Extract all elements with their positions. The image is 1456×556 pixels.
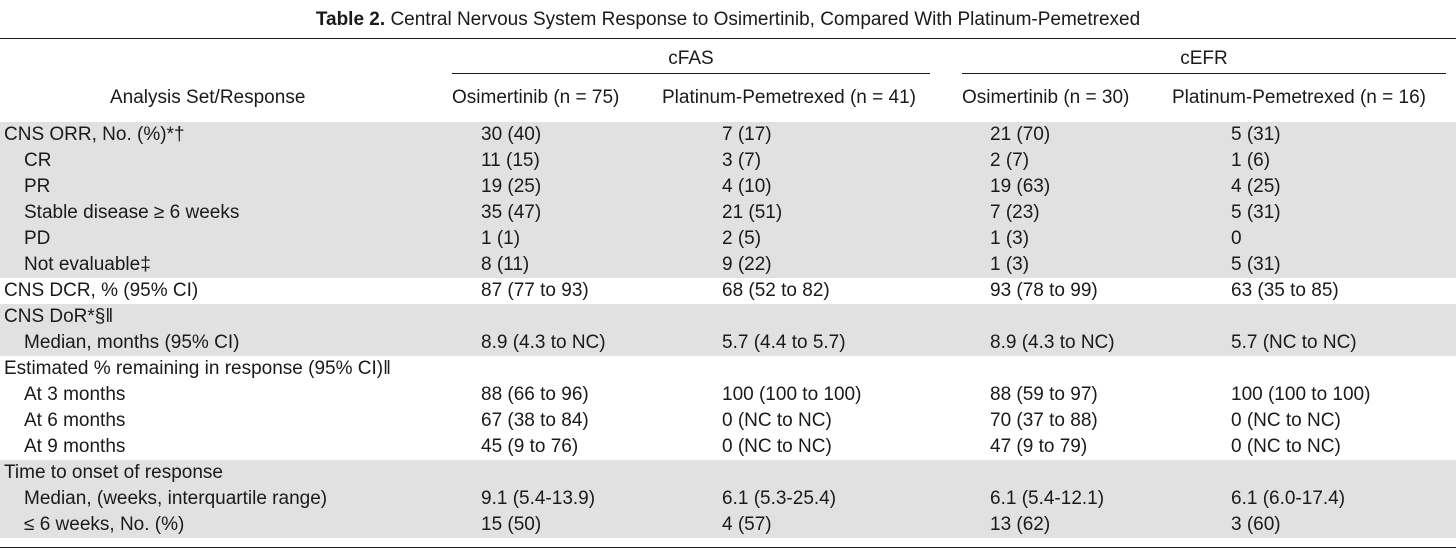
table-cell: 1 (6): [1231, 150, 1271, 171]
table-row: Median, (weeks, interquartile range) 9.1 …: [0, 486, 1456, 512]
row-label: CNS ORR, No. (%)*†: [4, 124, 185, 145]
table-row: At 6 months 67 (38 to 84) 0 (NC to NC) 70 (…: [0, 408, 1456, 434]
table-row: At 9 months 45 (9 to 76) 0 (NC to NC) 47 (9…: [0, 434, 1456, 460]
table-cell: 1 (3): [990, 254, 1030, 275]
table-cell: 0: [1231, 228, 1242, 249]
table-row: CNS DoR*§‖: [0, 304, 1456, 330]
table-cell: 2 (7): [990, 150, 1030, 171]
table-cell: 35 (47): [481, 202, 542, 223]
column-header-osimertinib-cfas: Osimertinib (n = 75): [452, 87, 620, 108]
table-cell: 8.9 (4.3 to NC): [990, 332, 1115, 353]
table-cell: 5.7 (NC to NC): [1231, 332, 1357, 353]
table-cell: 63 (35 to 85): [1231, 280, 1339, 301]
table-cell: 8.9 (4.3 to NC): [481, 332, 606, 353]
table-row: Median, months (95% CI) 8.9 (4.3 to NC) 5.…: [0, 330, 1456, 356]
table-cell: 7 (23): [990, 202, 1040, 223]
table-cell: 100 (100 to 100): [1231, 384, 1371, 405]
table-cell: 3 (7): [722, 150, 762, 171]
table-cell: 15 (50): [481, 514, 542, 535]
table-row: At 3 months 88 (66 to 96) 100 (100 to 100)…: [0, 382, 1456, 408]
table-cell: 100 (100 to 100): [722, 384, 862, 405]
group-header-cefr: cEFR: [1180, 48, 1228, 69]
table-cell: 4 (25): [1231, 176, 1281, 197]
table-cell: 4 (57): [722, 514, 772, 535]
table-row: PD 1 (1) 2 (5) 1 (3) 0: [0, 226, 1456, 252]
bottom-rule: [0, 547, 1456, 548]
table-cell: 5 (31): [1231, 202, 1281, 223]
top-rule: [0, 38, 1456, 39]
table-cell: 5.7 (4.4 to 5.7): [722, 332, 846, 353]
row-label: At 3 months: [24, 384, 126, 405]
table-cell: 87 (77 to 93): [481, 280, 589, 301]
table-cell: 47 (9 to 79): [990, 436, 1088, 457]
table-cell: 0 (NC to NC): [722, 436, 832, 457]
table-cell: 1 (1): [481, 228, 521, 249]
table-cell: 30 (40): [481, 124, 542, 145]
row-label: Estimated % remaining in response (95% C…: [4, 358, 391, 379]
table-cell: 8 (11): [481, 254, 530, 275]
table-row: CNS DCR, % (95% CI) 87 (77 to 93) 68 (52 t…: [0, 278, 1456, 304]
row-label: Time to onset of response: [4, 462, 223, 483]
table-row: Time to onset of response: [0, 460, 1456, 486]
table-cell: 9.1 (5.4-13.9): [481, 488, 596, 509]
row-label: Median, months (95% CI): [24, 332, 240, 353]
table-cell: 0 (NC to NC): [722, 410, 832, 431]
table-cell: 93 (78 to 99): [990, 280, 1098, 301]
table-cell: 21 (70): [990, 124, 1051, 145]
row-header-label: Analysis Set/Response: [110, 87, 306, 108]
table-cell: 70 (37 to 88): [990, 410, 1098, 431]
table-body: CNS ORR, No. (%)*† 30 (40) 7 (17) 21 (70) 5 …: [0, 122, 1456, 538]
table-row: CR 11 (15) 3 (7) 2 (7) 1 (6): [0, 148, 1456, 174]
column-header-platinum-cefr: Platinum-Pemetrexed (n = 16): [1172, 87, 1426, 108]
table-caption: Central Nervous System Response to Osime…: [390, 9, 1141, 30]
row-label: PD: [24, 228, 51, 249]
table-cell: 0 (NC to NC): [1231, 436, 1341, 457]
table-cell: 45 (9 to 76): [481, 436, 579, 457]
row-label: CNS DCR, % (95% CI): [4, 280, 199, 301]
table-row: Not evaluable‡ 8 (11) 9 (22) 1 (3) 5 (31): [0, 252, 1456, 278]
table-row: Stable disease ≥ 6 weeks 35 (47) 21 (51) 7 …: [0, 200, 1456, 226]
table-cell: 19 (25): [481, 176, 542, 197]
row-label: Not evaluable‡: [24, 254, 151, 275]
table-row: Estimated % remaining in response (95% C…: [0, 356, 1456, 382]
table-cell: 3 (60): [1231, 514, 1281, 535]
row-label: At 6 months: [24, 410, 126, 431]
table-cell: 7 (17): [722, 124, 772, 145]
group-header-cfas: cFAS: [668, 48, 714, 69]
table-cell: 21 (51): [722, 202, 783, 223]
table-cell: 88 (59 to 97): [990, 384, 1098, 405]
table-cell: 2 (5): [722, 228, 762, 249]
row-label: PR: [24, 176, 51, 197]
row-label: At 9 months: [24, 436, 126, 457]
column-header-osimertinib-cefr: Osimertinib (n = 30): [962, 87, 1130, 108]
table-cell: 11 (15): [481, 150, 540, 171]
table-cell: 6.1 (5.3-25.4): [722, 488, 837, 509]
table-cell: 67 (38 to 84): [481, 410, 589, 431]
table-cell: 19 (63): [990, 176, 1051, 197]
group-rule-cefr: [962, 73, 1446, 74]
table-cell: 5 (31): [1231, 124, 1281, 145]
table-cell: 9 (22): [722, 254, 772, 275]
table-cell: 13 (62): [990, 514, 1051, 535]
row-label: ≤ 6 weeks, No. (%): [24, 514, 185, 535]
table-cell: 4 (10): [722, 176, 772, 197]
row-label: CR: [24, 150, 52, 171]
table-cell: 6.1 (5.4-12.1): [990, 488, 1105, 509]
table-cell: 0 (NC to NC): [1231, 410, 1341, 431]
row-label: Stable disease ≥ 6 weeks: [24, 202, 240, 223]
table-number: Table 2.: [315, 9, 386, 30]
row-label: Median, (weeks, interquartile range): [24, 488, 328, 509]
table-cell: 6.1 (6.0-17.4): [1231, 488, 1346, 509]
table-row: PR 19 (25) 4 (10) 19 (63) 4 (25): [0, 174, 1456, 200]
table-title: Table 2. Central Nervous System Response…: [0, 8, 1456, 32]
column-header-platinum-cfas: Platinum-Pemetrexed (n = 41): [662, 87, 916, 108]
row-label: CNS DoR*§‖: [4, 306, 114, 327]
table-row: ≤ 6 weeks, No. (%) 15 (50) 4 (57) 13 (62) 3 …: [0, 512, 1456, 538]
table-cell: 5 (31): [1231, 254, 1281, 275]
table-cell: 88 (66 to 96): [481, 384, 589, 405]
table-row: CNS ORR, No. (%)*† 30 (40) 7 (17) 21 (70) 5 …: [0, 122, 1456, 148]
group-rule-cfas: [452, 73, 930, 74]
table-cell: 68 (52 to 82): [722, 280, 830, 301]
table-cell: 1 (3): [990, 228, 1030, 249]
